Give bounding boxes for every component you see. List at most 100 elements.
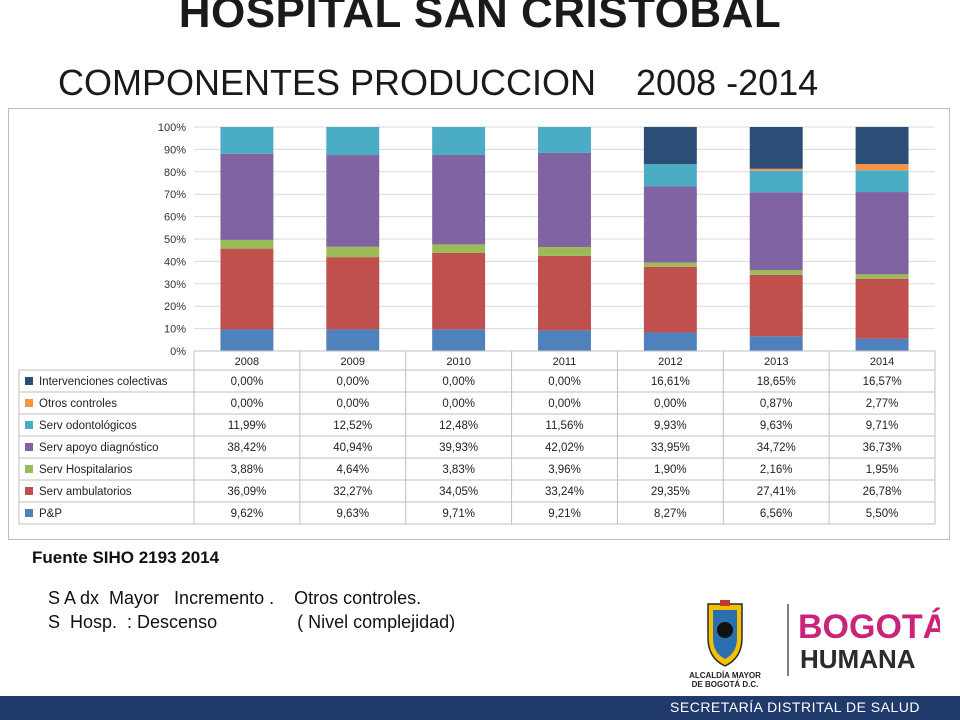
data-label: 8,27% [654, 508, 687, 520]
bar-segment [749, 336, 803, 351]
chart-container: 0% 10% 20% 30% 40% 50% 60% 70% 80% 90% 100% 2008 200… [8, 108, 950, 540]
data-label: 9,93% [654, 420, 687, 432]
data-label: 1,90% [654, 464, 687, 476]
legend-swatch [25, 487, 33, 495]
legend-swatch [25, 465, 33, 473]
legend-label: Intervenciones colectivas [39, 376, 168, 388]
bar-segment [538, 152, 591, 248]
data-label: 2,16% [760, 464, 793, 476]
logos: ALCALDÍA MAYOR DE BOGOTÁ D.C. BOGOTÁ HUM… [680, 598, 947, 689]
bar-segment [855, 192, 909, 275]
bar-segment [643, 262, 697, 267]
y-tick-label: 30% [164, 279, 186, 291]
data-label: 0,00% [442, 376, 475, 388]
data-label: 9,62% [231, 508, 264, 520]
bar-segment [643, 186, 697, 263]
data-label: 0,00% [654, 398, 687, 410]
y-tick-label: 50% [164, 234, 186, 246]
data-label: 26,78% [863, 486, 902, 498]
legend-swatch [25, 421, 33, 429]
alcaldia-shield-icon [707, 600, 743, 667]
data-label: 34,72% [757, 442, 796, 454]
legend-swatch [25, 399, 33, 407]
data-label: 12,52% [333, 420, 372, 432]
bar-segment [326, 257, 380, 330]
data-label: 33,24% [545, 486, 584, 498]
data-label: 27,41% [757, 486, 796, 498]
y-tick-label: 90% [164, 144, 186, 156]
y-tick-label: 20% [164, 301, 186, 313]
data-label: 12,48% [439, 420, 478, 432]
data-label: 9,71% [866, 420, 899, 432]
bar-segment [326, 246, 380, 258]
data-label: 9,71% [442, 508, 475, 520]
data-label: 42,02% [545, 442, 584, 454]
bogota-logo-line2: HUMANA [800, 644, 916, 674]
y-tick-label: 100% [158, 122, 186, 134]
data-label: 11,99% [228, 420, 266, 432]
bar-segment [643, 126, 697, 165]
bar-segment [643, 266, 697, 333]
bar-segment [432, 329, 486, 351]
legend-label: Serv Hospitalarios [39, 464, 133, 476]
legend-label: P&P [39, 508, 62, 520]
data-label: 32,27% [333, 486, 372, 498]
data-label: 0,00% [548, 398, 581, 410]
data-label: 38,42% [227, 442, 266, 454]
data-label: 0,00% [231, 398, 264, 410]
data-label: 9,63% [336, 508, 369, 520]
y-tick-label: 10% [164, 324, 186, 336]
legend-label: Otros controles [39, 398, 117, 410]
footer-bar: SECRETARÍA DISTRITAL DE SALUD [0, 696, 960, 720]
bar-segment [326, 329, 380, 351]
bar-segment [749, 127, 803, 169]
data-label: 6,56% [760, 508, 793, 520]
alcaldia-line2: DE BOGOTÁ D.C. [692, 680, 759, 688]
y-tick-label: 40% [164, 256, 186, 268]
bar-segment [220, 329, 274, 351]
data-label: 3,88% [231, 464, 264, 476]
bar-segment [749, 170, 803, 193]
x-category-label: 2009 [341, 356, 365, 368]
data-label: 9,63% [760, 420, 793, 432]
data-label: 18,65% [757, 376, 796, 388]
note-line-1: S A dx Mayor Incremento . Otros controle… [48, 588, 422, 608]
data-label: 39,93% [439, 442, 478, 454]
x-category-label: 2012 [658, 356, 682, 368]
bar-segment [220, 153, 274, 240]
data-label: 36,09% [227, 486, 266, 498]
bar-segment [749, 274, 803, 337]
data-label: 5,50% [866, 508, 899, 520]
data-label: 0,87% [760, 398, 793, 410]
data-label: 0,00% [442, 398, 475, 410]
bar-segment [220, 127, 274, 154]
bar-segment [749, 192, 803, 271]
data-label: 0,00% [336, 398, 369, 410]
data-label: 29,35% [651, 486, 690, 498]
legend-swatch [25, 377, 33, 385]
bar-segment [220, 248, 274, 330]
bar-segment [855, 278, 909, 339]
bar-segment [220, 239, 274, 249]
data-label: 0,00% [548, 376, 581, 388]
bar-segment [326, 155, 380, 247]
bar-segment [538, 255, 591, 331]
data-label: 40,94% [333, 442, 372, 454]
x-category-label: 2013 [764, 356, 788, 368]
data-label: 3,96% [548, 464, 581, 476]
data-label: 1,95% [866, 464, 899, 476]
data-label: 36,73% [863, 442, 902, 454]
bar-segment [855, 164, 909, 171]
y-tick-label: 70% [164, 189, 186, 201]
data-label: 16,61% [651, 376, 690, 388]
stacked-bar-chart: 0% 10% 20% 30% 40% 50% 60% 70% 80% 90% 100% 2008 200… [18, 122, 936, 525]
bar-segment [855, 338, 909, 351]
bar-segment [538, 127, 591, 153]
bar-segment [643, 164, 697, 187]
bar-segment [749, 270, 803, 275]
y-tick-label: 80% [164, 167, 186, 179]
x-category-label: 2011 [553, 356, 577, 368]
x-category-label: 2014 [870, 356, 894, 368]
data-label: 11,56% [545, 420, 583, 432]
y-tick-label: 60% [164, 212, 186, 224]
